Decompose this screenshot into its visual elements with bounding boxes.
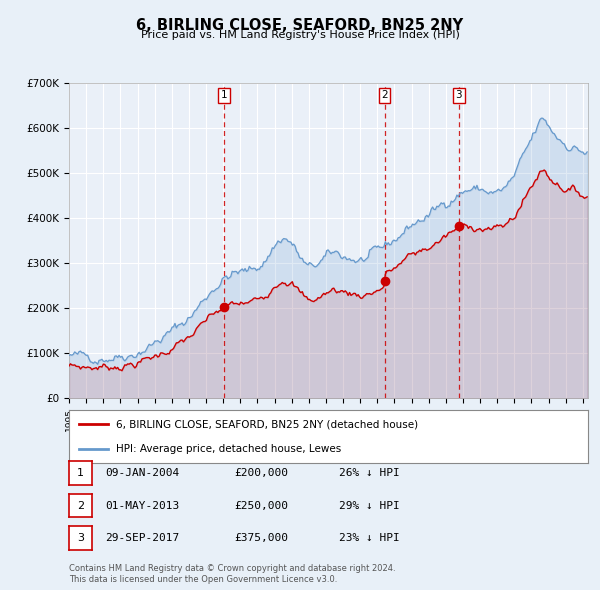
Text: £200,000: £200,000	[234, 468, 288, 478]
Text: 01-MAY-2013: 01-MAY-2013	[105, 501, 179, 510]
Text: 3: 3	[77, 533, 84, 543]
Text: 2: 2	[381, 90, 388, 100]
Text: £375,000: £375,000	[234, 533, 288, 543]
Text: Contains HM Land Registry data © Crown copyright and database right 2024.: Contains HM Land Registry data © Crown c…	[69, 565, 395, 573]
Text: 2: 2	[77, 501, 84, 510]
Text: 26% ↓ HPI: 26% ↓ HPI	[339, 468, 400, 478]
Text: 29% ↓ HPI: 29% ↓ HPI	[339, 501, 400, 510]
Text: 3: 3	[455, 90, 462, 100]
Text: 23% ↓ HPI: 23% ↓ HPI	[339, 533, 400, 543]
Text: HPI: Average price, detached house, Lewes: HPI: Average price, detached house, Lewe…	[116, 444, 341, 454]
Text: 09-JAN-2004: 09-JAN-2004	[105, 468, 179, 478]
Text: 1: 1	[220, 90, 227, 100]
Text: 29-SEP-2017: 29-SEP-2017	[105, 533, 179, 543]
Text: Price paid vs. HM Land Registry's House Price Index (HPI): Price paid vs. HM Land Registry's House …	[140, 30, 460, 40]
Text: £250,000: £250,000	[234, 501, 288, 510]
Text: 1: 1	[77, 468, 84, 478]
Text: This data is licensed under the Open Government Licence v3.0.: This data is licensed under the Open Gov…	[69, 575, 337, 584]
Text: 6, BIRLING CLOSE, SEAFORD, BN25 2NY (detached house): 6, BIRLING CLOSE, SEAFORD, BN25 2NY (det…	[116, 419, 418, 430]
Text: 6, BIRLING CLOSE, SEAFORD, BN25 2NY: 6, BIRLING CLOSE, SEAFORD, BN25 2NY	[136, 18, 464, 32]
